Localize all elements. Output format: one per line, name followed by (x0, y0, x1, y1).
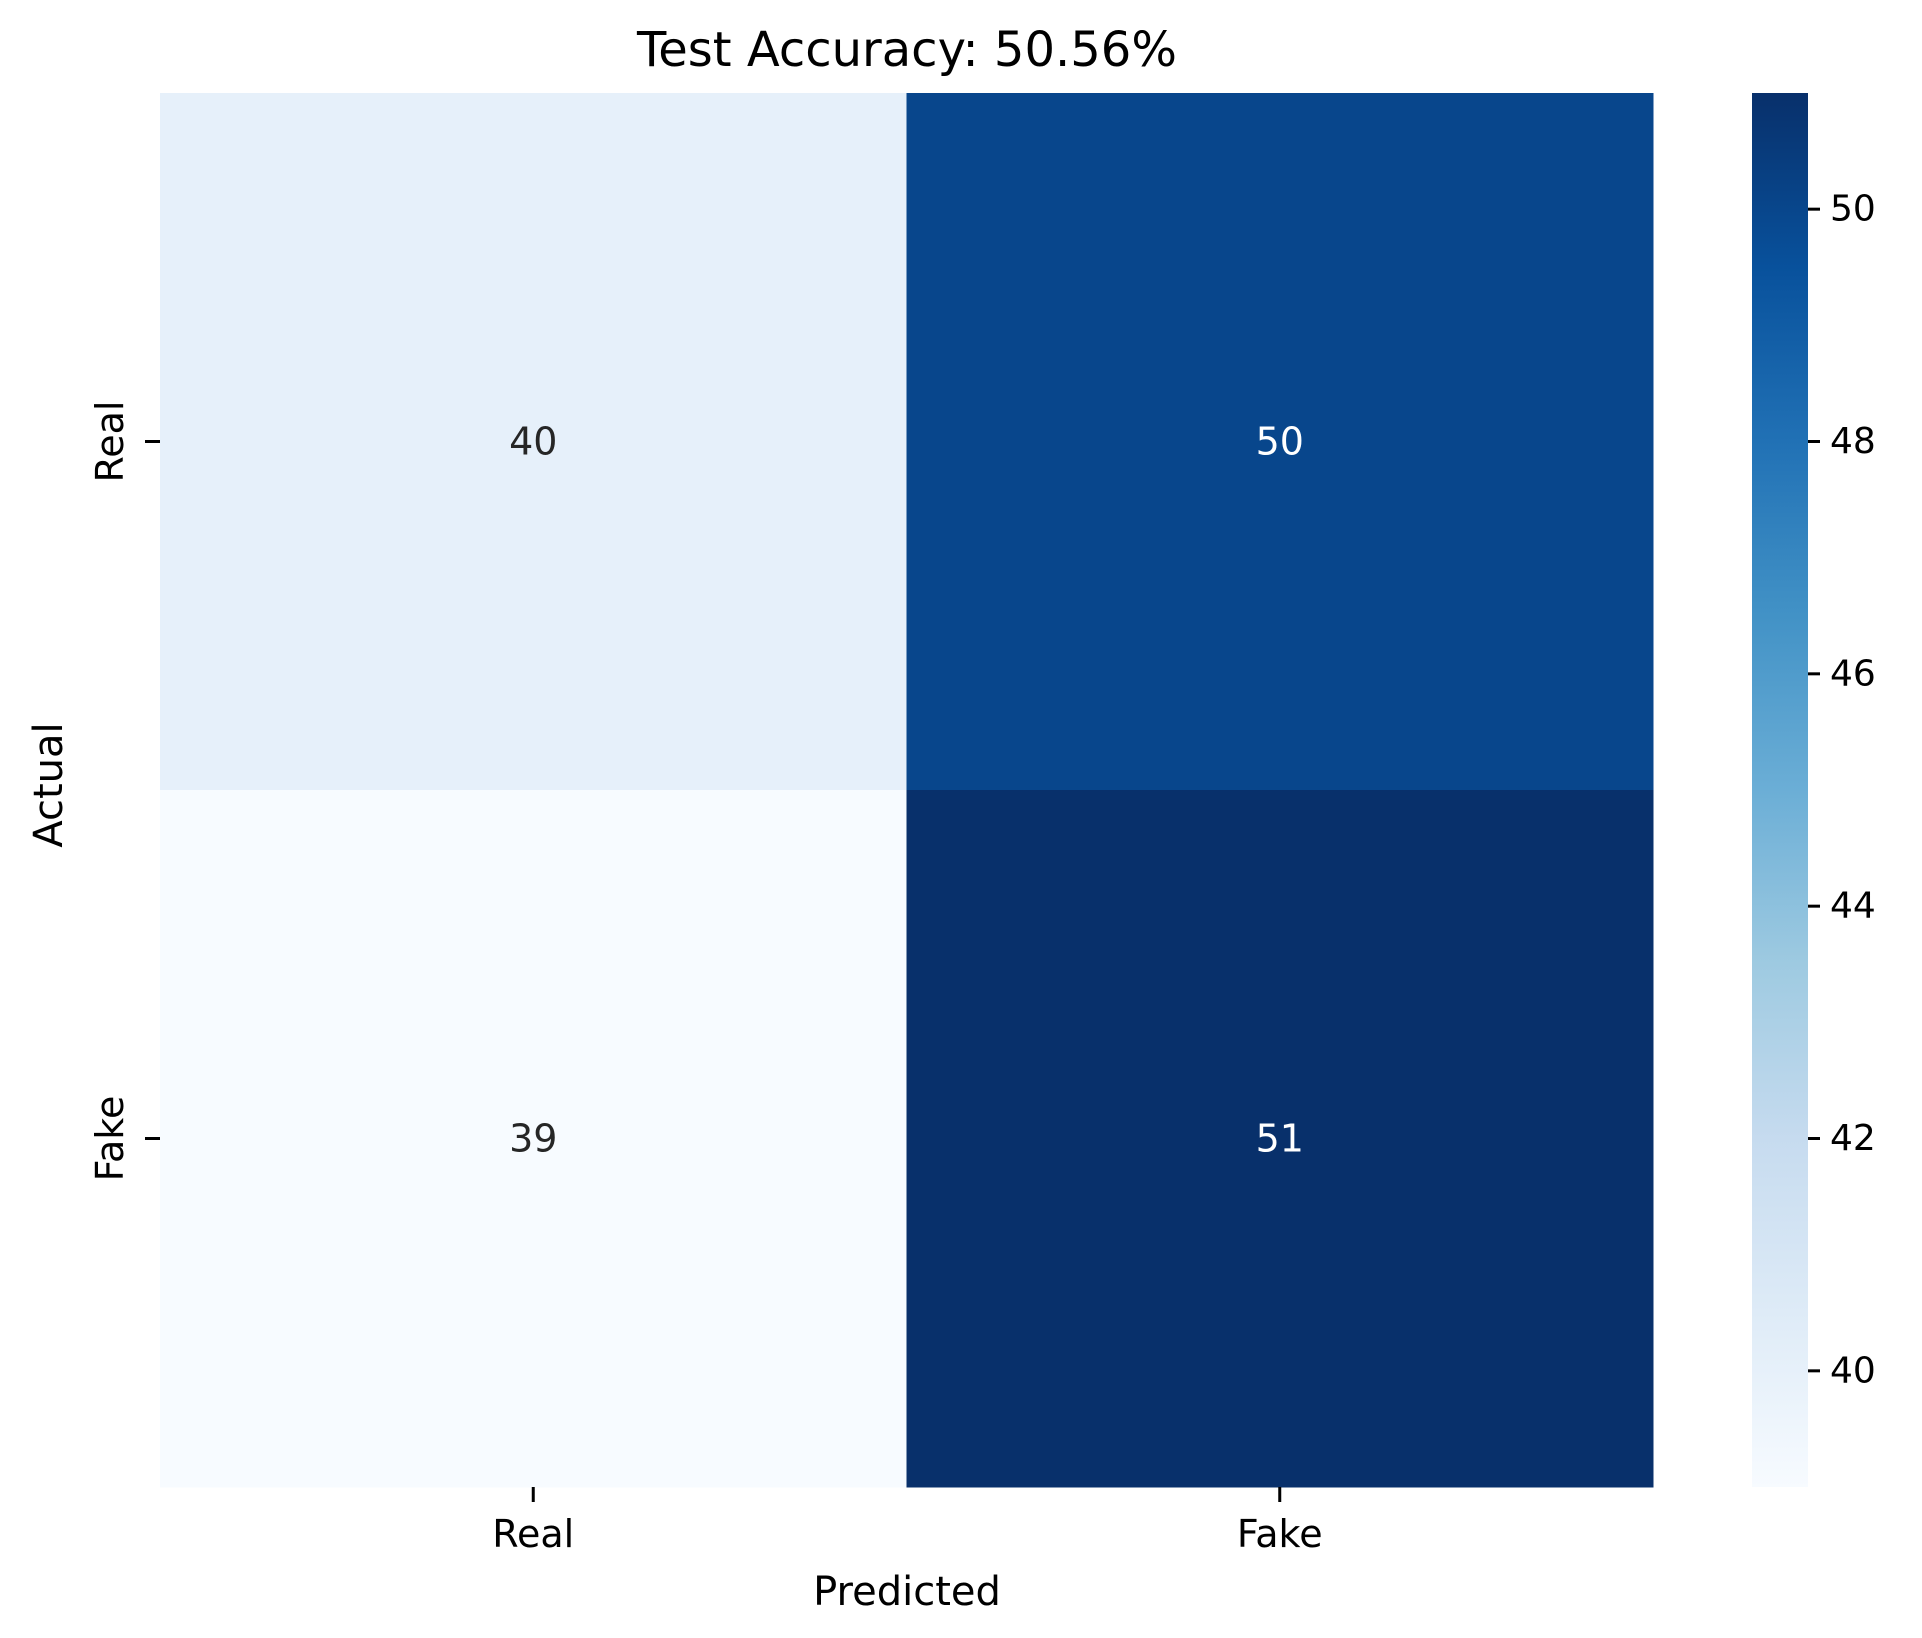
cell-value-label: 51 (1256, 1117, 1304, 1161)
colorbar-tick-label: 46 (1830, 653, 1876, 694)
heatmap-cell (160, 790, 907, 1488)
colorbar: 40 42 44 46 48 50 (1752, 93, 1876, 1487)
heatmap-cell (906, 93, 1654, 791)
heatmap-cell (906, 790, 1654, 1488)
x-tick-label: Real (492, 1512, 574, 1556)
x-tick-label: Fake (1237, 1512, 1323, 1556)
colorbar-tick-label: 42 (1830, 1118, 1876, 1159)
chart-title: Test Accuracy: 50.56% (636, 22, 1177, 78)
colorbar-tick-label: 50 (1830, 189, 1876, 230)
cell-value-label: 39 (509, 1117, 557, 1161)
colorbar-ticks: 40 42 44 46 48 50 (1808, 189, 1876, 1391)
y-tick-label: Real (88, 401, 132, 483)
colorbar-tick-label: 40 (1830, 1350, 1876, 1391)
y-tick-label: Fake (88, 1096, 132, 1182)
cell-value-label: 50 (1256, 420, 1304, 464)
heatmap-cell-labels: 40 50 39 51 (509, 420, 1304, 1161)
colorbar-tick-label: 48 (1830, 421, 1876, 462)
y-axis-label: Actual (26, 722, 72, 847)
x-axis-ticks: Real Fake (492, 1487, 1323, 1556)
x-axis-label: Predicted (813, 1569, 1001, 1615)
colorbar-gradient (1752, 93, 1808, 1487)
colorbar-tick-label: 44 (1830, 886, 1876, 927)
cell-value-label: 40 (509, 420, 557, 464)
heatmap-cells (160, 93, 1654, 1488)
y-axis-ticks: Real Fake (88, 401, 160, 1182)
heatmap-cell (160, 93, 907, 791)
